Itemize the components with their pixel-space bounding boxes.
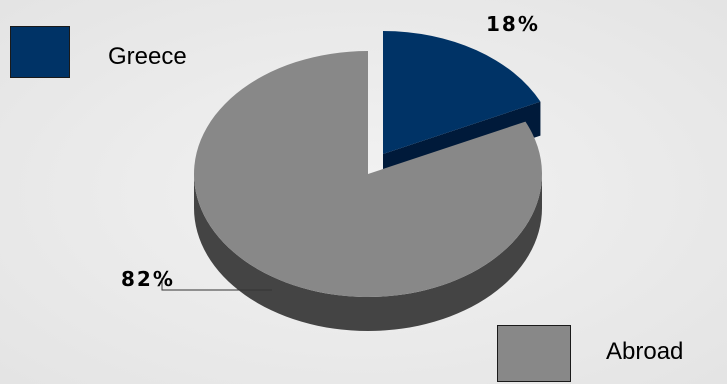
legend-label-abroad: Abroad [606, 338, 684, 365]
data-label-greece: 18% [486, 12, 540, 36]
leader-line-82 [161, 278, 272, 291]
pie-side-abroad [194, 174, 542, 331]
pie-slice-greece [383, 31, 541, 154]
legend-label-greece: Greece [108, 43, 187, 70]
pie-tops [194, 31, 542, 298]
pie-slice-abroad [194, 51, 542, 298]
data-label-abroad: 82% [121, 267, 175, 291]
legend-swatch-greece [10, 26, 70, 78]
legend-swatch-abroad [497, 325, 571, 382]
